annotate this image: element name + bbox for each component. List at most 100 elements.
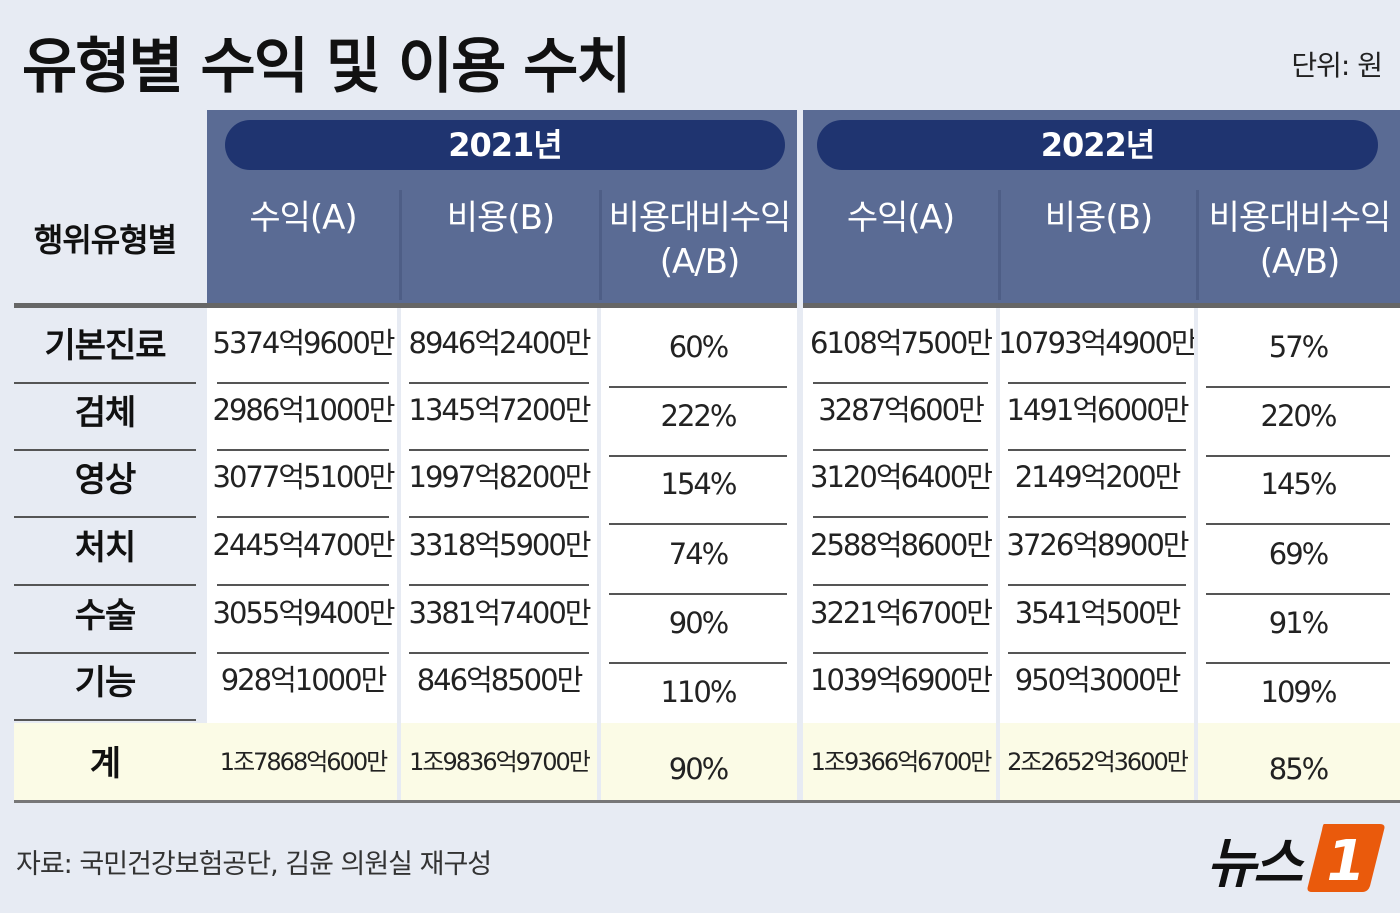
amount-cell: 2149억200만 [1014,460,1182,494]
amount-cell: 1345억7200만 [408,393,592,427]
cell-divider [813,584,988,586]
ratio-cell: 222% [660,398,738,433]
row-divider [14,652,196,654]
col-header-revenue-2022: 수익(A) [803,190,998,300]
cell-divider [409,652,589,654]
cell-divider [1206,454,1390,457]
logo-text: 뉴스 [1206,831,1303,895]
row-divider [14,516,196,518]
amount-cell: 950억3000만 [1014,663,1182,697]
page-title: 유형별 수익 및 이용 수치 [22,32,632,102]
total-row-label: 계 [89,744,121,784]
cell-divider [609,386,787,388]
ratio-cell: 154% [660,467,738,501]
col-header-cost-2022: 비용(B) [998,190,1196,300]
amount-cell: 3221억6700만 [810,596,993,630]
cell-divider [609,592,787,595]
cell-divider [1008,516,1186,518]
ratio-cell: 57% [1268,330,1329,364]
year-header-2022: 2022년 [817,120,1378,170]
col-header-revenue-2021: 수익(A) [207,190,399,300]
total-amount-cell: 2조2652억3600만 [1007,748,1189,776]
table-bottom-rule [14,800,1400,803]
header-divider [14,303,1400,308]
amount-cell: 2986억1000만 [212,393,396,427]
total-ratio-cell: 90% [668,752,729,786]
amount-cell: 2445억4700만 [212,528,396,562]
ratio-cell: 91% [1268,606,1329,640]
col-header-text: 수익(A) [846,198,955,238]
amount-cell: 5374억9600만 [212,326,396,360]
news1-logo: 뉴스 1 [1207,822,1386,895]
amount-cell: 8946억2400만 [408,326,592,360]
col-header-text: 비용대비수익 [608,198,792,238]
amount-cell: 3541억500만 [1014,596,1182,630]
col-header-cost-2021: 비용(B) [399,190,599,300]
ratio-cell: 220% [1260,398,1338,433]
cell-divider [609,662,787,664]
cell-divider [609,523,787,525]
cell-divider [217,652,389,654]
amount-cell: 1491억6000만 [1006,393,1190,427]
cell-divider [409,584,589,586]
cell-divider [813,516,988,518]
cell-divider [217,584,389,586]
col-header-text: 수익(A) [249,198,357,238]
ratio-cell: 74% [668,536,729,571]
amount-cell: 3120억6400만 [810,460,993,494]
column-gap [597,308,601,803]
unit-label: 단위: 원 [1291,49,1383,82]
amount-cell: 928억1000만 [220,663,388,697]
row-label: 영상 [74,460,137,500]
amount-cell: 10793억4900만 [998,326,1197,360]
year-separator [797,110,803,803]
row-label: 기본진료 [44,326,166,366]
col-header-ratio-2021: 비용대비수익 (A/B) [599,190,797,300]
col-header-text: 비용(B) [446,198,555,238]
row-label: 처치 [74,528,137,568]
cell-divider [1008,584,1186,586]
amount-cell: 2588억8600만 [810,528,993,562]
amount-cell: 6108억7500만 [810,326,993,360]
ratio-cell: 90% [668,606,729,640]
row-divider [14,584,196,586]
cell-divider [217,516,389,518]
col-header-text: (A/B) [1259,242,1341,282]
row-label: 검체 [74,393,137,433]
row-label: 기능 [74,663,137,703]
total-row-background [14,723,1400,803]
cell-divider [409,382,589,384]
ratio-cell: 145% [1260,467,1338,501]
column-gap [397,308,401,803]
cell-divider [217,382,389,384]
total-amount-cell: 1조7868억600만 [219,748,388,776]
logo-mark-text: 1 [1327,829,1366,892]
amount-cell: 3318억5900만 [408,528,592,562]
cell-divider [1206,523,1390,525]
cell-divider [813,652,988,654]
cell-divider [813,382,988,384]
row-divider [14,382,196,384]
amount-cell: 3055억9400만 [212,596,396,630]
cell-divider [409,516,589,518]
column-gap [996,308,1000,803]
column-gap [1194,308,1198,803]
row-header-label: 행위유형별 [33,221,177,259]
ratio-cell: 109% [1260,674,1338,709]
cell-divider [1206,662,1390,664]
cell-divider [1206,386,1390,388]
year-header-2021: 2021년 [225,120,785,170]
cell-divider [609,454,787,457]
col-header-ratio-2022: 비용대비수익 (A/B) [1196,190,1400,300]
source-note: 자료: 국민건강보험공단, 김윤 의원실 재구성 [16,849,492,880]
cell-divider [217,449,389,451]
row-divider [14,719,196,721]
ratio-cell: 69% [1268,536,1329,571]
table-body [207,308,1400,723]
cell-divider [1008,382,1186,384]
cell-divider [1008,449,1186,451]
amount-cell: 3287억600만 [818,393,985,427]
cell-divider [1206,592,1390,595]
amount-cell: 3726억8900만 [1006,528,1190,562]
ratio-cell: 110% [660,674,738,709]
